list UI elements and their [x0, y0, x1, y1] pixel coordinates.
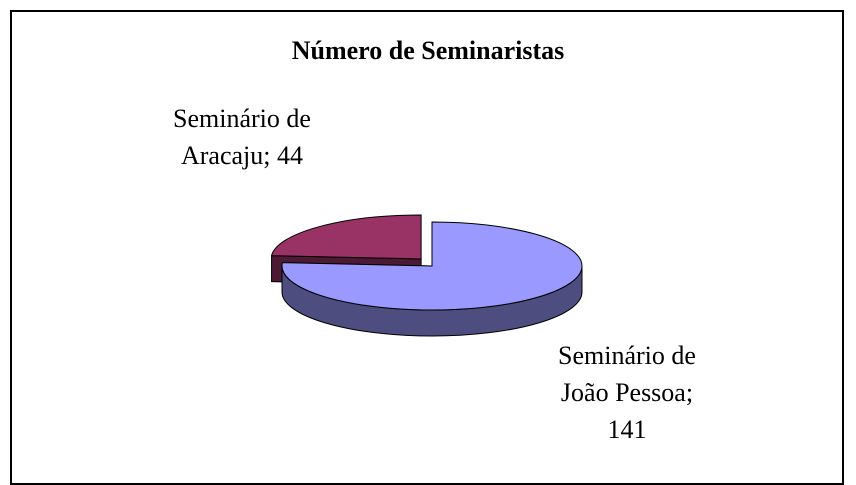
slice-top — [270, 214, 422, 260]
chart-title: Número de Seminaristas — [291, 36, 565, 65]
data-label: Seminário de Aracaju; 44 — [173, 104, 311, 170]
pie-slice — [281, 221, 583, 337]
data-label: Seminário de João Pessoa; 141 — [558, 341, 696, 444]
slice-top — [281, 221, 583, 311]
